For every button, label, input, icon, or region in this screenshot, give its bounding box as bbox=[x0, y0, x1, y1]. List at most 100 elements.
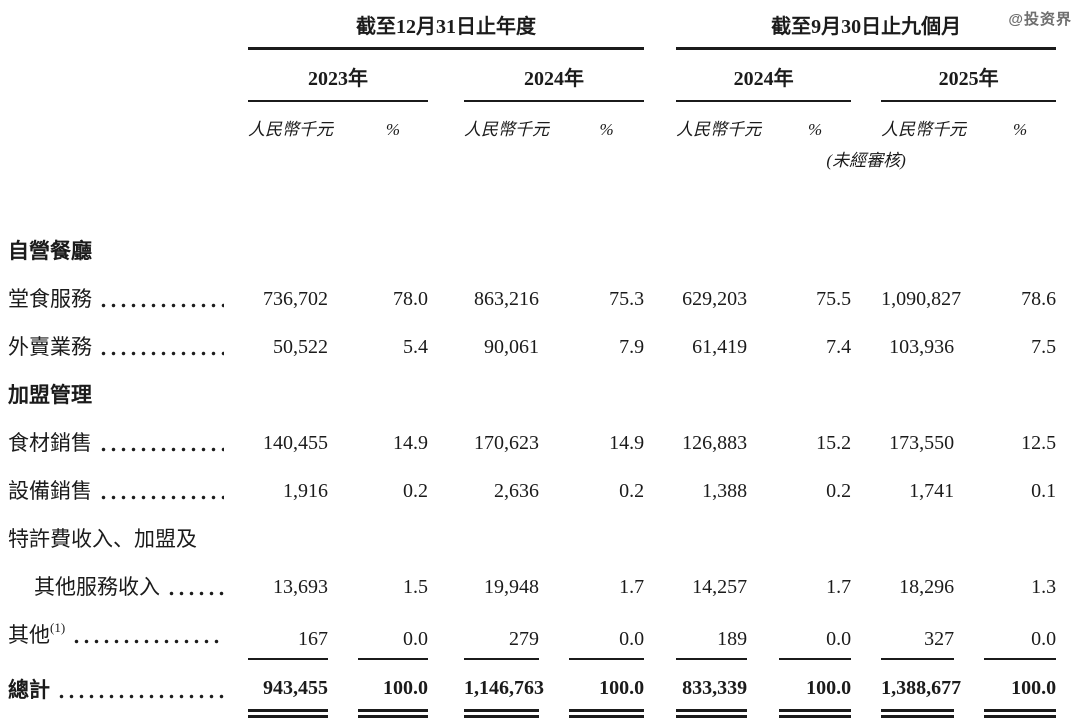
column-gap bbox=[851, 419, 881, 467]
column-gap bbox=[428, 563, 464, 611]
column-gap bbox=[851, 467, 881, 515]
column-gap bbox=[539, 467, 569, 515]
year-2024-9m: 2024年 bbox=[676, 48, 852, 102]
column-gap bbox=[954, 323, 984, 371]
column-gap bbox=[539, 611, 569, 659]
amount-cell: 1,146,763 bbox=[464, 659, 544, 718]
column-gap bbox=[747, 563, 779, 611]
amount-cell: 173,550 bbox=[889, 432, 955, 454]
row-label: 總計 bbox=[8, 659, 248, 714]
percent-cell: 0.0 bbox=[984, 611, 1057, 660]
percent-label: % bbox=[1013, 120, 1028, 139]
amount-cell: 170,623 bbox=[474, 432, 539, 454]
amount-cell: 327 bbox=[881, 611, 955, 660]
percent-cell: 1.3 bbox=[1031, 576, 1057, 598]
header-body-spacer bbox=[8, 171, 1056, 227]
dot-leader bbox=[169, 591, 224, 596]
year-2025-9m: 2025年 bbox=[881, 48, 1057, 102]
amount-cell: 1,916 bbox=[283, 480, 328, 502]
percent-cell: 78.6 bbox=[1021, 288, 1057, 310]
year-2023: 2023年 bbox=[248, 48, 428, 102]
column-gap bbox=[539, 323, 569, 371]
column-gap bbox=[328, 563, 358, 611]
column-group-row: 截至12月31日止年度 截至9月30日止九個月 bbox=[8, 6, 1057, 50]
column-gap bbox=[644, 611, 676, 659]
row-label-text: 設備銷售 bbox=[8, 479, 92, 503]
column-gap bbox=[747, 419, 779, 467]
revenue-breakdown-table: 截至12月31日止年度 截至9月30日止九個月 2023年 2024年 2024… bbox=[8, 6, 1057, 718]
percent-cell: 7.9 bbox=[619, 336, 645, 358]
table-row-data: 外賣業務 50,522 5.4 90,061 7.9 61,419 7.4 103,936 7.… bbox=[8, 323, 1056, 371]
row-label: 加盟管理 bbox=[8, 371, 248, 419]
unit-label: 人民幣千元 bbox=[464, 120, 549, 139]
units-row: 人民幣千元 % 人民幣千元 % 人民幣千元 % 人民幣千元 % bbox=[8, 101, 1056, 140]
table-row-continuation: 特許費收入、加盟及 bbox=[8, 515, 1056, 563]
column-gap bbox=[644, 467, 676, 515]
percent-cell: 0.0 bbox=[569, 611, 645, 660]
label-column-header bbox=[8, 6, 248, 49]
percent-cell: 7.5 bbox=[1031, 336, 1057, 358]
percent-label: % bbox=[599, 120, 614, 139]
amount-cell: 833,339 bbox=[676, 659, 748, 718]
column-gap bbox=[851, 275, 881, 323]
table-row-data: 堂食服務 736,702 78.0 863,216 75.3 629,203 75.5 1,0… bbox=[8, 275, 1056, 323]
column-gap bbox=[428, 419, 464, 467]
percent-cell: 75.5 bbox=[816, 288, 852, 310]
amount-cell: 19,948 bbox=[484, 576, 539, 598]
table-row-data: 其他服務收入 13,693 1.5 19,948 1.7 14,257 1.7 18,296 1… bbox=[8, 563, 1056, 611]
percent-cell: 0.2 bbox=[403, 480, 428, 502]
amount-cell: 61,419 bbox=[692, 336, 748, 358]
column-gap bbox=[328, 467, 358, 515]
percent-cell: 14.9 bbox=[609, 432, 645, 454]
row-label: 食材銷售 bbox=[8, 419, 248, 467]
column-gap bbox=[328, 611, 358, 659]
amount-cell: 863,216 bbox=[474, 288, 539, 310]
amount-cell: 279 bbox=[464, 611, 539, 660]
col-group-nine-month: 截至9月30日止九個月 bbox=[676, 6, 1057, 50]
amount-cell: 14,257 bbox=[692, 576, 748, 598]
column-gap bbox=[644, 275, 676, 323]
row-label-text: 外賣業務 bbox=[8, 335, 92, 359]
column-gap bbox=[747, 659, 779, 714]
table-row-total: 總計 943,455 100.0 1,146,763 100.0 833,339 100.0… bbox=[8, 659, 1057, 718]
column-gap bbox=[747, 275, 779, 323]
amount-cell: 629,203 bbox=[682, 288, 748, 310]
column-gap bbox=[328, 275, 358, 323]
column-gap bbox=[539, 275, 569, 323]
column-gap bbox=[328, 323, 358, 371]
watermark: @投资界 bbox=[1008, 11, 1072, 28]
column-gap bbox=[747, 467, 779, 515]
column-gap bbox=[644, 323, 676, 371]
column-gap bbox=[539, 419, 569, 467]
percent-cell: 0.2 bbox=[826, 480, 852, 502]
row-label-text: 總計 bbox=[8, 677, 50, 702]
column-gap bbox=[428, 467, 464, 515]
column-gap bbox=[428, 611, 464, 659]
percent-label: % bbox=[385, 120, 401, 139]
percent-cell: 0.0 bbox=[358, 611, 428, 660]
percent-cell: 1.7 bbox=[826, 576, 852, 598]
row-label: 設備銷售 bbox=[8, 467, 248, 515]
empty-values-filler bbox=[248, 371, 1056, 419]
column-gap bbox=[428, 659, 464, 714]
percent-cell: 14.9 bbox=[393, 432, 428, 454]
column-gap bbox=[851, 611, 881, 659]
amount-cell: 13,693 bbox=[273, 576, 328, 598]
col-group-annual: 截至12月31日止年度 bbox=[248, 6, 645, 50]
table-row-section: 自營餐廳 bbox=[8, 227, 1056, 275]
unit-label: 人民幣千元 bbox=[881, 120, 967, 139]
amount-cell: 1,090,827 bbox=[881, 288, 962, 310]
dot-leader bbox=[101, 351, 224, 356]
row-label-text: 其他服務收入 bbox=[34, 575, 160, 599]
dot-leader bbox=[59, 693, 224, 699]
percent-cell: 100.0 bbox=[358, 659, 428, 718]
percent-cell: 0.0 bbox=[779, 611, 852, 660]
percent-cell: 100.0 bbox=[984, 659, 1057, 718]
percent-cell: 5.4 bbox=[403, 336, 428, 358]
amount-cell: 2,636 bbox=[494, 480, 539, 502]
unit-label: 人民幣千元 bbox=[248, 120, 333, 139]
percent-label: % bbox=[807, 120, 823, 139]
row-label: 其他 (1) bbox=[8, 611, 248, 659]
column-gap bbox=[747, 323, 779, 371]
row-label-text: 其他 bbox=[8, 623, 50, 647]
